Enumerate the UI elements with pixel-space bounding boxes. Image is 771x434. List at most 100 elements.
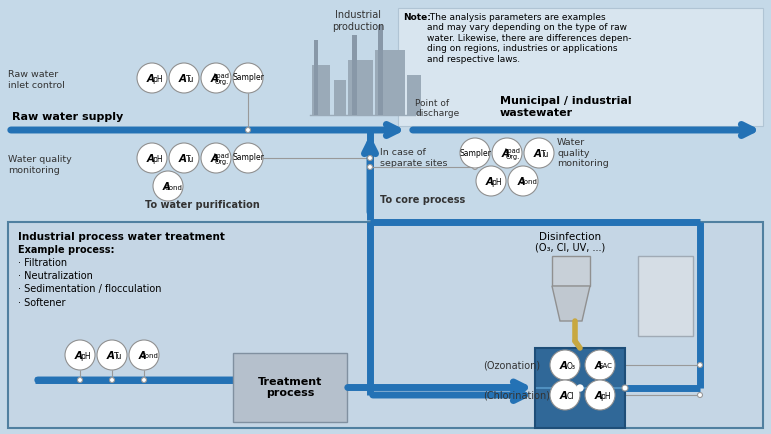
Circle shape <box>137 143 167 173</box>
Circle shape <box>153 171 183 201</box>
Circle shape <box>233 63 263 93</box>
Circle shape <box>97 340 127 370</box>
Circle shape <box>585 350 615 380</box>
Text: Water
quality
monitoring: Water quality monitoring <box>557 138 609 168</box>
Text: Example process:: Example process: <box>18 245 115 255</box>
Circle shape <box>65 340 95 370</box>
Circle shape <box>169 143 199 173</box>
Circle shape <box>473 164 477 170</box>
Bar <box>352 35 357 115</box>
Circle shape <box>550 380 580 410</box>
Text: Tu: Tu <box>186 75 194 84</box>
Circle shape <box>508 166 538 196</box>
Text: pH: pH <box>491 178 502 187</box>
Text: In case of
separate sites: In case of separate sites <box>380 148 447 168</box>
Circle shape <box>245 128 251 132</box>
Text: Raw water
inlet control: Raw water inlet control <box>8 70 65 90</box>
Text: Municipal / industrial
wastewater: Municipal / industrial wastewater <box>500 96 631 118</box>
Text: SAC: SAC <box>599 364 613 369</box>
Bar <box>552 256 590 286</box>
Circle shape <box>577 385 583 391</box>
FancyBboxPatch shape <box>233 353 347 422</box>
Text: A: A <box>106 351 114 361</box>
Text: Org.: Org. <box>214 159 229 165</box>
Circle shape <box>698 362 702 368</box>
Text: Disinfection: Disinfection <box>539 232 601 242</box>
Text: A: A <box>501 149 509 159</box>
Text: Water quality
monitoring: Water quality monitoring <box>8 155 72 175</box>
Circle shape <box>137 63 167 93</box>
Text: Industrial process water treatment: Industrial process water treatment <box>18 232 225 242</box>
Text: pH: pH <box>601 392 611 401</box>
Bar <box>314 40 318 115</box>
Polygon shape <box>552 286 590 321</box>
Text: Sampler: Sampler <box>459 148 491 158</box>
Text: A: A <box>485 177 493 187</box>
Text: pH: pH <box>153 155 163 164</box>
Circle shape <box>109 378 115 382</box>
Text: The analysis parameters are examples
and may vary depending on the type of raw
w: The analysis parameters are examples and… <box>427 13 631 64</box>
Text: A: A <box>559 361 567 371</box>
Text: A: A <box>178 74 187 84</box>
Text: A: A <box>74 351 82 361</box>
Text: pH: pH <box>153 75 163 84</box>
Text: Cl: Cl <box>567 392 574 401</box>
Text: A: A <box>210 154 218 164</box>
Text: Load: Load <box>214 153 230 159</box>
Bar <box>334 80 346 115</box>
Bar <box>638 256 693 336</box>
Bar <box>375 50 405 115</box>
Circle shape <box>129 340 159 370</box>
FancyBboxPatch shape <box>8 222 763 428</box>
Text: A: A <box>594 391 602 401</box>
Text: (Chlorination): (Chlorination) <box>483 390 550 400</box>
Text: A: A <box>146 74 154 84</box>
Text: A: A <box>534 149 541 159</box>
Text: Load: Load <box>214 73 230 79</box>
Text: A: A <box>178 154 187 164</box>
Text: Org.: Org. <box>506 154 520 160</box>
Text: (O₃, Cl, UV, ...): (O₃, Cl, UV, ...) <box>535 242 605 252</box>
Text: pH: pH <box>80 352 91 361</box>
Text: To water purification: To water purification <box>145 200 260 210</box>
Circle shape <box>169 63 199 93</box>
Text: Raw water supply: Raw water supply <box>12 112 123 122</box>
Bar <box>378 25 383 115</box>
Text: Cond: Cond <box>141 354 159 359</box>
Bar <box>407 75 421 115</box>
Circle shape <box>201 143 231 173</box>
Text: A: A <box>146 154 154 164</box>
Text: Cond: Cond <box>520 180 537 185</box>
Text: Tu: Tu <box>540 150 549 159</box>
Text: Tu: Tu <box>113 352 122 361</box>
Bar <box>535 348 625 428</box>
Circle shape <box>476 166 506 196</box>
Text: Sampler: Sampler <box>232 73 264 82</box>
Text: Point of
discharge: Point of discharge <box>415 99 460 118</box>
Text: Industrial
production: Industrial production <box>332 10 384 32</box>
Text: · Filtration
· Neutralization
· Sedimentation / flocculation
· Softener: · Filtration · Neutralization · Sediment… <box>18 258 161 308</box>
Text: A: A <box>594 361 602 371</box>
Circle shape <box>698 392 702 398</box>
Text: Tu: Tu <box>186 155 194 164</box>
Text: Treatment
process: Treatment process <box>258 377 322 398</box>
Circle shape <box>550 350 580 380</box>
FancyBboxPatch shape <box>398 8 763 126</box>
Text: A: A <box>210 74 218 84</box>
Circle shape <box>201 63 231 93</box>
Text: (Ozonation): (Ozonation) <box>483 360 540 370</box>
Text: To core process: To core process <box>380 195 465 205</box>
Circle shape <box>460 138 490 168</box>
Circle shape <box>585 380 615 410</box>
Circle shape <box>233 143 263 173</box>
Circle shape <box>622 385 628 391</box>
Text: Org.: Org. <box>214 79 229 85</box>
Circle shape <box>368 155 372 161</box>
Text: Note:: Note: <box>403 13 431 22</box>
Bar <box>348 60 373 115</box>
Circle shape <box>78 378 82 382</box>
Text: Sampler: Sampler <box>232 154 264 162</box>
Circle shape <box>492 138 522 168</box>
Text: A: A <box>517 177 525 187</box>
Text: Load: Load <box>505 148 520 154</box>
